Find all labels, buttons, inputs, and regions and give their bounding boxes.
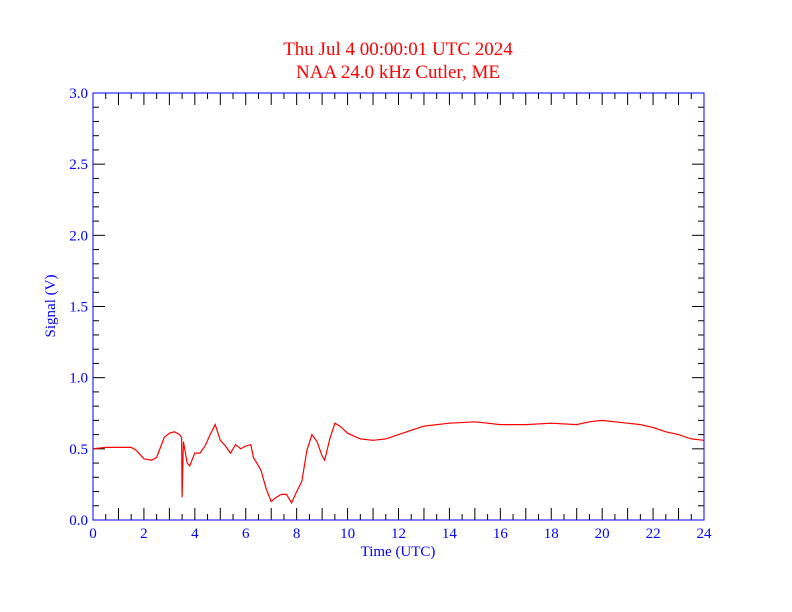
x-tick-label: 22 bbox=[646, 526, 661, 542]
x-axis-label: Time (UTC) bbox=[361, 544, 436, 560]
x-tick-label: 0 bbox=[89, 526, 97, 542]
y-axis-label: Signal (V) bbox=[43, 275, 59, 338]
x-tick-label: 10 bbox=[340, 526, 355, 542]
x-tick-label: 8 bbox=[293, 526, 301, 542]
x-tick-label: 2 bbox=[140, 526, 148, 542]
y-tick-label: 1.0 bbox=[69, 371, 88, 387]
series-line-naa-signal bbox=[92, 419, 705, 505]
x-tick-label: 18 bbox=[544, 526, 559, 542]
x-tick-label: 4 bbox=[191, 526, 199, 542]
x-tick-label: 6 bbox=[242, 526, 250, 542]
y-tick-label: 0.0 bbox=[69, 513, 88, 529]
x-tick-label: 14 bbox=[442, 526, 458, 542]
y-tick-label: 0.5 bbox=[69, 442, 88, 458]
y-tick-label: 3.0 bbox=[69, 86, 88, 102]
y-tick-label: 2.5 bbox=[69, 157, 88, 173]
x-tick-label: 16 bbox=[493, 526, 509, 542]
chart-subtitle: NAA 24.0 kHz Cutler, ME bbox=[296, 62, 500, 83]
x-tick-label: 12 bbox=[391, 526, 406, 542]
y-tick-label: 2.0 bbox=[69, 228, 88, 244]
y-tick-label: 1.5 bbox=[69, 300, 88, 316]
chart-title: Thu Jul 4 00:00:01 UTC 2024 bbox=[283, 39, 513, 60]
x-tick-label: 20 bbox=[595, 526, 610, 542]
x-tick-label: 24 bbox=[697, 526, 713, 542]
plot-frame bbox=[92, 92, 705, 521]
